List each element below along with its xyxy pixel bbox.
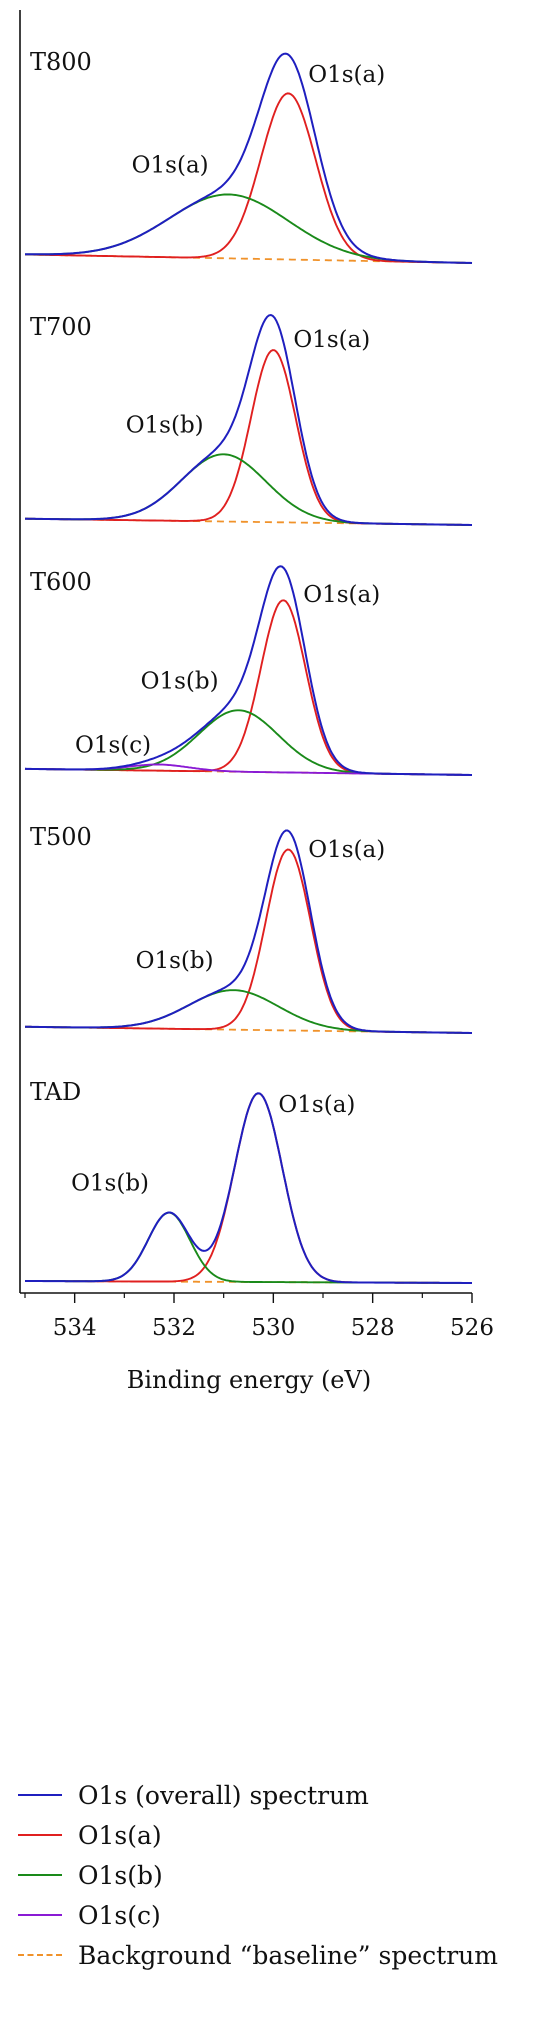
peak-label-t600-3: O1s(c): [75, 733, 151, 759]
xps-figure: T800 O1s(a) O1s(a) T700 O1s(a) O1s(b) T600 O1s(…: [19, 10, 494, 1394]
overall-curve-t700: [25, 313, 472, 526]
peak-label-t500-2: O1s(b): [136, 948, 214, 974]
legend-item-o1s-a: O1s(a): [18, 1815, 548, 1855]
legend-label-overall: O1s (overall) spectrum: [78, 1780, 369, 1810]
x-tick-label-530: 530: [251, 1315, 295, 1341]
overall-curve-tad: [25, 1092, 472, 1284]
panel-title-tad: TAD: [30, 1078, 81, 1106]
legend-swatch-o1s-b: [18, 1874, 62, 1876]
legend-swatch-baseline: [18, 1954, 62, 1956]
legend-item-overall: O1s (overall) spectrum: [18, 1775, 548, 1815]
component-curve-t700-o1sa: [25, 349, 472, 526]
legend: O1s (overall) spectrum O1s(a) O1s(b) O1s…: [18, 1775, 548, 1975]
peak-label-t500-1: O1s(a): [308, 837, 385, 863]
peak-label-t700-1: O1s(a): [293, 327, 370, 353]
component-curve-t700-o1sb: [25, 453, 472, 526]
peak-label-tad-2: O1s(b): [71, 1171, 149, 1197]
panel-title-t600: T600: [30, 568, 92, 596]
legend-label-baseline: Background “baseline” spectrum: [78, 1940, 498, 1970]
legend-label-o1s-b: O1s(b): [78, 1860, 163, 1890]
legend-item-baseline: Background “baseline” spectrum: [18, 1935, 548, 1975]
legend-swatch-overall: [18, 1794, 62, 1796]
peak-label-t700-2: O1s(b): [126, 412, 204, 438]
peak-label-tad-1: O1s(a): [278, 1092, 355, 1118]
legend-swatch-o1s-c: [18, 1914, 62, 1916]
x-tick-label-534: 534: [53, 1315, 97, 1341]
legend-item-o1s-c: O1s(c): [18, 1895, 548, 1935]
panel-title-t700: T700: [30, 313, 92, 341]
component-curve-t500-o1sa: [25, 848, 472, 1034]
panel-title-t800: T800: [30, 48, 92, 76]
x-tick-label-528: 528: [351, 1315, 395, 1341]
legend-swatch-o1s-a: [18, 1834, 62, 1836]
overall-curve-t800: [25, 52, 473, 264]
legend-label-o1s-a: O1s(a): [78, 1820, 162, 1850]
peak-label-t600-2: O1s(b): [141, 668, 219, 694]
component-curve-t800-o1sa: [25, 92, 472, 264]
x-axis-label: Binding energy (eV): [127, 1366, 371, 1394]
peak-label-t600-1: O1s(a): [303, 582, 380, 608]
panel-title-t500: T500: [30, 823, 92, 851]
x-tick-label-526: 526: [450, 1315, 494, 1341]
peak-label-t800-2: O1s(a): [132, 152, 209, 178]
x-tick-label-532: 532: [152, 1315, 196, 1341]
component-curve-tad-o1sb: [25, 1211, 472, 1284]
component-curve-t800-o1sb: [25, 193, 473, 264]
legend-item-o1s-b: O1s(b): [18, 1855, 548, 1895]
legend-label-o1s-c: O1s(c): [78, 1900, 161, 1930]
overall-curve-t600: [24, 565, 472, 776]
overall-curve-t500: [25, 829, 472, 1034]
peak-label-t800-1: O1s(a): [308, 62, 385, 88]
